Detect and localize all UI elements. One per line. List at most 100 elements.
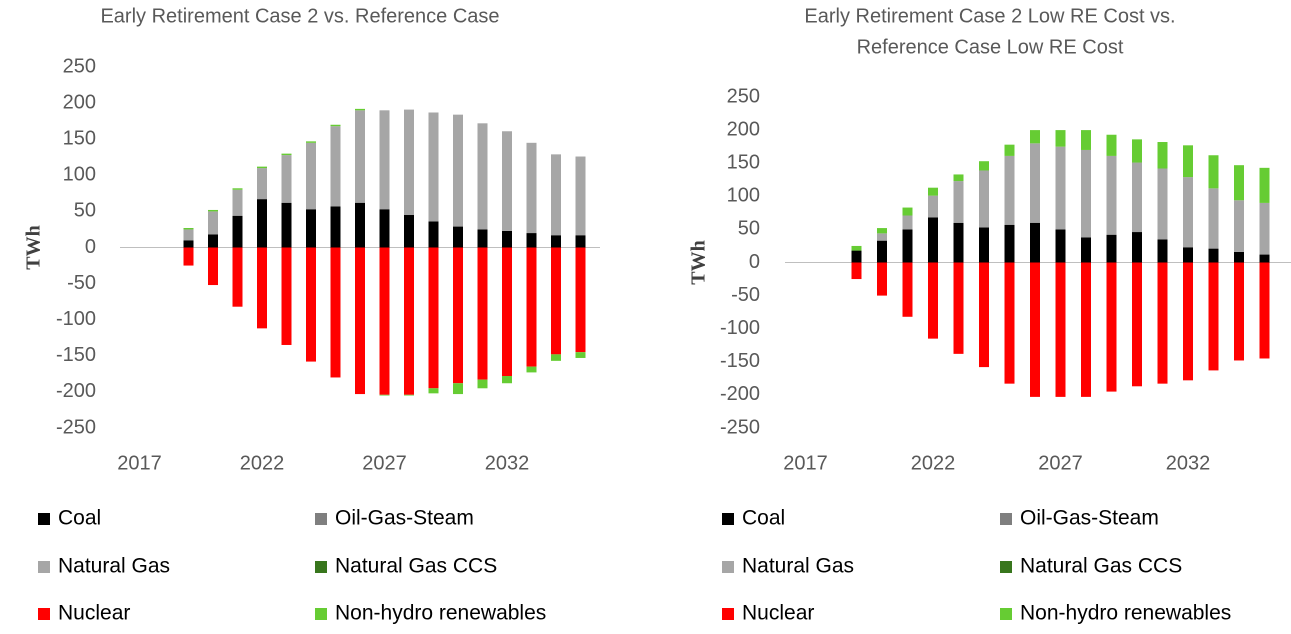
bar-segment (355, 110, 365, 203)
bar-segment (306, 141, 316, 143)
bar-segment (979, 170, 989, 228)
bar-segment (979, 262, 989, 368)
bar-segment (281, 247, 292, 345)
legend-swatch (38, 513, 50, 525)
bar-segment (902, 229, 913, 263)
legend-swatch (315, 561, 327, 573)
y-tick-label: -250 (56, 416, 96, 438)
legend-swatch (315, 608, 327, 620)
x-tick-label: 2032 (485, 452, 530, 474)
bar-segment (477, 379, 488, 389)
bar-segment (1234, 251, 1244, 263)
y-tick-label: 250 (727, 85, 760, 107)
bar-segment (1208, 155, 1219, 189)
legend-swatch (722, 608, 734, 620)
legend-label: Non-hydro renewables (1020, 602, 1231, 625)
bar-segment (428, 247, 439, 389)
bar-segment (404, 394, 414, 396)
y-tick-label: 0 (85, 236, 96, 258)
bar-segment (851, 245, 862, 251)
bar-segment (1081, 130, 1091, 150)
bar-segment (1106, 262, 1117, 392)
chart-title: Early Retirement Case 2 vs. Reference Ca… (100, 5, 499, 27)
legend-label: Natural Gas CCS (335, 555, 497, 578)
bar-segment (551, 154, 561, 236)
bar-segment (1234, 262, 1244, 361)
bar-segment (1157, 142, 1168, 169)
bar-segment (428, 112, 439, 222)
bar-segment (379, 209, 390, 248)
bar-segment (379, 110, 390, 210)
bar-segment (877, 233, 887, 241)
bar-segment (379, 247, 390, 395)
legend-label: Nuclear (742, 602, 814, 625)
y-tick-label: -50 (67, 272, 96, 294)
bar-segment (306, 247, 316, 362)
bar-segment (575, 247, 586, 353)
bar-segment (355, 247, 365, 395)
bar-segment (979, 227, 989, 263)
bar-segment (453, 247, 463, 384)
bar-segment (208, 234, 218, 248)
y-tick-label: 100 (63, 164, 96, 186)
bar-segment (183, 240, 194, 248)
bar-segment (428, 221, 439, 248)
y-tick-label: -100 (56, 308, 96, 330)
legend-label: Oil-Gas-Steam (1020, 507, 1159, 530)
bar-segment (502, 230, 512, 248)
y-tick-label: 250 (63, 55, 96, 77)
bar-segment (1208, 188, 1219, 249)
bar-segment (453, 226, 463, 248)
bar-segment (183, 228, 194, 230)
bar-segment (330, 126, 341, 207)
bar-segment (477, 123, 488, 230)
y-tick-label: 50 (74, 200, 96, 222)
bar-segment (1030, 130, 1040, 144)
bar-segment (1081, 262, 1091, 397)
bar-segment (1157, 262, 1168, 384)
y-axis-label: TWh (23, 225, 45, 269)
bar-segment (208, 211, 218, 235)
legend-swatch (1000, 608, 1012, 620)
chart-title: Reference Case Low RE Cost (857, 36, 1124, 58)
bar-segment (502, 131, 512, 231)
bar-segment (851, 250, 862, 263)
bar-segment (330, 206, 341, 248)
bar-segment (379, 394, 390, 396)
bar-segment (257, 168, 267, 200)
legend-swatch (38, 561, 50, 573)
bar-segment (330, 247, 341, 378)
bar-segment (330, 124, 341, 127)
bar-segment (1132, 232, 1142, 263)
y-tick-label: -200 (56, 380, 96, 402)
legend-swatch (38, 608, 50, 620)
bar-segment (1055, 130, 1066, 147)
bar-segment (257, 199, 267, 248)
x-tick-label: 2032 (1166, 452, 1211, 474)
bar-segment (1157, 239, 1168, 263)
bar-segment (453, 114, 463, 227)
bar-segment (306, 142, 316, 210)
bar-segment (502, 247, 512, 377)
bar-segment (1106, 155, 1117, 235)
legend-label: Natural Gas (742, 555, 854, 578)
x-tick-label: 2022 (240, 452, 285, 474)
bar-segment (1004, 224, 1015, 263)
bar-segment (428, 388, 439, 394)
legend-swatch (1000, 513, 1012, 525)
bar-segment (902, 262, 913, 317)
y-axis-label: TWh (688, 240, 710, 284)
y-tick-label: -250 (720, 416, 760, 438)
y-tick-label: -100 (720, 317, 760, 339)
bar-segment (1106, 134, 1117, 156)
bar-segment (1183, 145, 1193, 178)
legend-swatch (722, 561, 734, 573)
bar-segment (1259, 202, 1270, 255)
bar-segment (257, 247, 267, 329)
bar-segment (877, 228, 887, 234)
y-tick-label: 100 (727, 185, 760, 207)
legend-swatch (315, 513, 327, 525)
x-tick-label: 2017 (783, 452, 828, 474)
bar-segment (1055, 146, 1066, 230)
y-tick-label: 200 (727, 118, 760, 140)
